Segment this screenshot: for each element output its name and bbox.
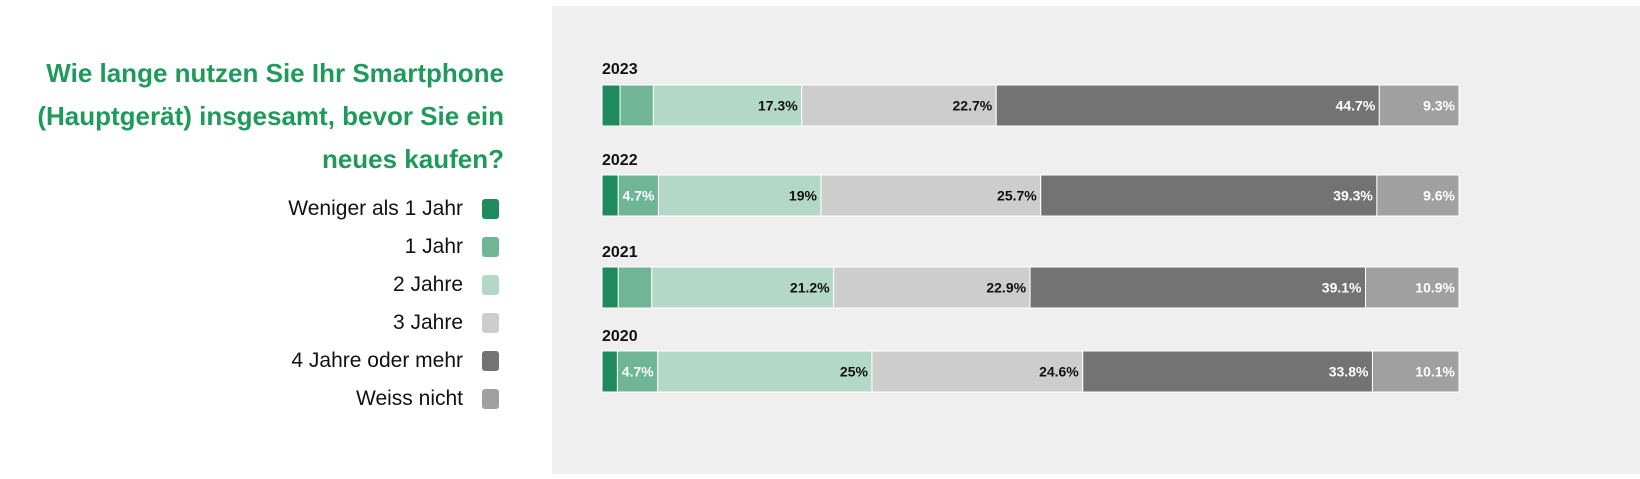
legend-item: 1 Jahr: [288, 228, 499, 266]
data-label: 4.7%: [622, 364, 654, 380]
legend-swatch: [482, 313, 499, 333]
legend-swatch: [482, 351, 499, 371]
row-label: 2020: [602, 328, 638, 345]
bar-segment: [657, 350, 873, 393]
legend: Weniger als 1 Jahr 1 Jahr 2 Jahre 3 Jahre 4 …: [288, 190, 499, 418]
legend-item: Weiss nicht: [288, 380, 499, 418]
bar-segment: [601, 350, 618, 393]
legend-swatch: [482, 389, 499, 409]
data-label: 21.2%: [790, 280, 830, 296]
row-label: 2023: [602, 61, 638, 78]
bar-segment: [617, 266, 653, 309]
data-label: 39.1%: [1322, 280, 1362, 296]
data-label: 9.6%: [1423, 188, 1455, 204]
stacked-bar-chart: 2023 17.3% 22.7% 44.7% 9.3% 2022 4.7% 19% 25.7% 3…: [601, 61, 1460, 393]
bar-segment: [833, 266, 1031, 309]
bar-segment: [1029, 266, 1366, 309]
data-label: 44.7%: [1336, 98, 1376, 114]
bar-segment: [1364, 266, 1460, 309]
legend-item: 2 Jahre: [288, 266, 499, 304]
bar-segment: [619, 84, 654, 127]
data-label: 9.3%: [1423, 98, 1455, 114]
legend-label: Weiss nicht: [356, 387, 463, 410]
bar-segment: [601, 84, 621, 127]
legend-item: Weniger als 1 Jahr: [288, 190, 499, 228]
data-label: 19%: [789, 188, 818, 204]
bar-segment: [651, 266, 835, 309]
legend-label: 3 Jahre: [392, 311, 463, 334]
bar-segment: [1371, 350, 1460, 393]
data-label: 24.6%: [1039, 364, 1079, 380]
chart-title: Wie lange nutzen Sie Ihr Smartphone (Hau…: [37, 58, 504, 174]
data-label: 10.9%: [1415, 280, 1455, 296]
bar-segment: [995, 84, 1380, 127]
chart-panel: 2023 17.3% 22.7% 44.7% 9.3% 2022 4.7% 19% 25.7% 3…: [552, 6, 1640, 474]
legend-label: Weniger als 1 Jahr: [288, 197, 463, 220]
legend-label: 4 Jahre oder mehr: [291, 349, 463, 372]
data-label: 25%: [840, 364, 869, 380]
bar-segment: [657, 174, 822, 217]
legend-item: 4 Jahre oder mehr: [288, 342, 499, 380]
bar-segment: [1082, 350, 1373, 393]
bar-segment: [601, 174, 619, 217]
data-label: 33.8%: [1329, 364, 1369, 380]
legend-label: 2 Jahre: [392, 273, 463, 296]
legend-item: 3 Jahre: [288, 304, 499, 342]
data-label: 39.3%: [1333, 188, 1373, 204]
bar-segment: [652, 84, 803, 127]
data-label: 17.3%: [758, 98, 798, 114]
legend-swatch: [482, 275, 499, 295]
data-label: 22.7%: [953, 98, 993, 114]
bar-segment: [801, 84, 997, 127]
row-label: 2021: [602, 244, 638, 261]
row-label: 2022: [602, 152, 638, 169]
bar-segment: [1376, 174, 1460, 217]
bar-segment: [820, 174, 1042, 217]
data-label: 4.7%: [623, 188, 655, 204]
legend-label: 1 Jahr: [404, 235, 463, 258]
legend-swatch: [482, 237, 499, 257]
data-label: 25.7%: [997, 188, 1037, 204]
bar-segment: [1378, 84, 1460, 127]
legend-swatch: [482, 199, 499, 219]
bar-segment: [871, 350, 1084, 393]
left-panel: Wie lange nutzen Sie Ihr Smartphone (Hau…: [0, 0, 552, 474]
bar-segment: [601, 266, 619, 309]
bar-segment: [1040, 174, 1378, 217]
data-label: 10.1%: [1415, 364, 1455, 380]
data-label: 22.9%: [986, 280, 1026, 296]
